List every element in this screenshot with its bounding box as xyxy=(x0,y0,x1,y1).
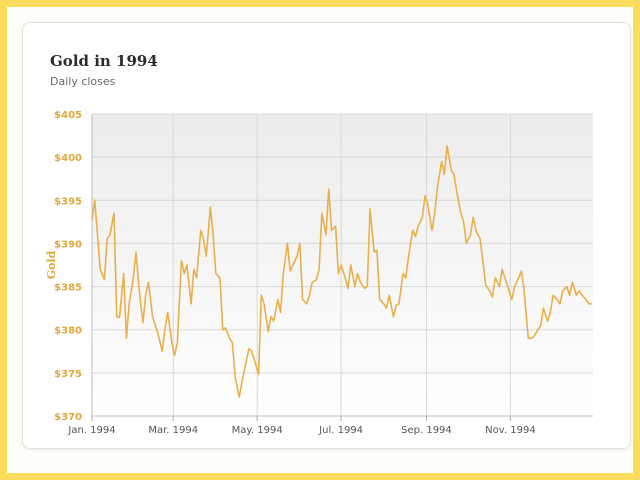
x-tick-label: Jan. 1994 xyxy=(67,425,115,436)
x-tick-label: Nov. 1994 xyxy=(485,425,536,436)
chart-subtitle: Daily closes xyxy=(50,75,116,88)
x-tick-label: Jul. 1994 xyxy=(318,425,363,436)
y-tick-label: $375 xyxy=(54,369,82,380)
y-tick-label: $400 xyxy=(54,153,82,164)
x-tick-labels: Jan. 1994 Mar. 1994 May. 1994 Jul. 1994 Sep.… xyxy=(67,425,535,436)
y-tick-label: $405 xyxy=(54,110,82,121)
series-line xyxy=(91,145,592,398)
y-tick-label: $395 xyxy=(54,196,82,207)
x-tick-label: Sep. 1994 xyxy=(401,425,452,436)
x-tick-label: Mar. 1994 xyxy=(148,425,198,436)
x-tick-label: May. 1994 xyxy=(232,425,283,436)
series-group xyxy=(91,145,592,398)
y-axis-label: Gold xyxy=(45,250,58,279)
y-tick-labels: $370 $375 $380 $385 $390 $395 $400 $405 xyxy=(54,110,82,423)
y-tick-label: $385 xyxy=(54,283,82,294)
y-tick-label: $380 xyxy=(54,326,82,337)
y-tick-label: $370 xyxy=(54,412,82,423)
axes xyxy=(91,114,593,421)
plot-area xyxy=(92,114,593,416)
line-chart: $370 $375 $380 $385 $390 $395 $400 $405 Jan. 19… xyxy=(45,110,593,436)
y-tick-label: $390 xyxy=(54,239,82,250)
chart-title: Gold in 1994 xyxy=(50,52,158,70)
